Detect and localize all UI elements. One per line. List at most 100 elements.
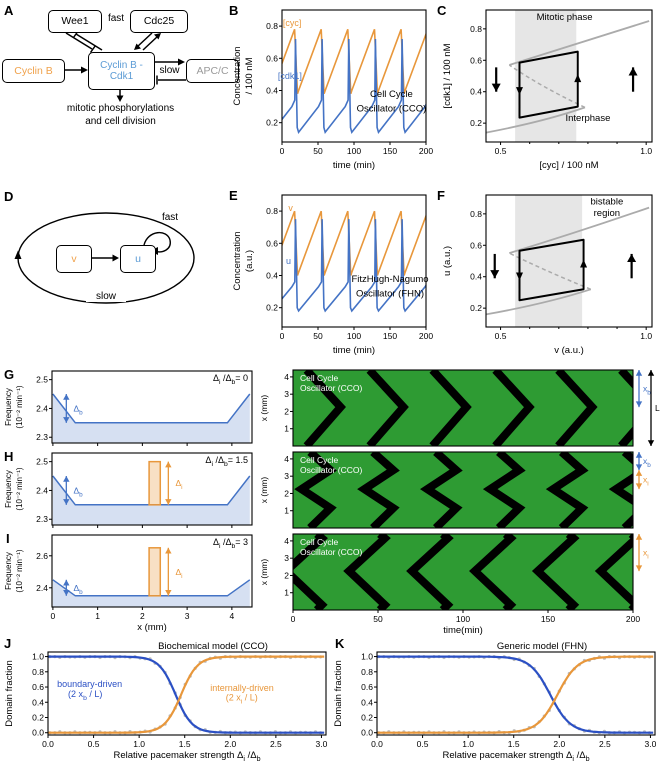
wave-band: [469, 534, 517, 610]
x-tick-label: 50: [313, 331, 323, 341]
y-tick-label: 2.5: [36, 375, 48, 385]
panel-letter-D: D: [4, 189, 14, 204]
series-curves: [282, 210, 426, 313]
y-tick-label: 0.8: [32, 667, 44, 677]
plot-frame: [485, 9, 653, 143]
y-tick-label: 2.4: [36, 485, 48, 495]
delta-b-label: Δb: [73, 403, 83, 416]
y-axis-label-line2: (10⁻² min⁻¹): [15, 385, 24, 428]
x-axis-label: x (mm): [137, 622, 167, 633]
delta-i-label: Δi: [175, 478, 182, 491]
loop-arrowhead: [14, 250, 22, 259]
y-tick-label: 0.2: [266, 118, 278, 128]
data-points-internally-driven: [377, 655, 652, 735]
panel-K-domain-fraction-chart: 0.0 0.5 1.0 1.5 2.0 2.5 3.0 0.0 0.2 0.4 0.6 0.8 1.0 G…: [333, 641, 657, 763]
x-axis-label: [cyc] / 100 nM: [539, 160, 598, 171]
bistable-region-label-line2: region: [594, 208, 620, 219]
x-tick-label: 0.5: [417, 739, 429, 749]
x-axis: [52, 443, 233, 446]
x-tick-label: 0.5: [495, 331, 507, 341]
pacemaker-ratio-label: Δi /Δb= 0: [213, 373, 248, 386]
wave-band: [294, 452, 337, 528]
x-axis: 0.5 1.0: [495, 327, 652, 341]
series-label: u: [286, 256, 291, 266]
x-axis-minor-ticks: [529, 327, 618, 329]
wave-band: [618, 370, 633, 446]
series-label: [cdk1]: [278, 71, 302, 81]
double-arrow: [165, 461, 172, 505]
arrowhead: [635, 565, 643, 572]
x-tick-label: 2.0: [224, 739, 236, 749]
plot-frame: [292, 451, 634, 529]
y-tick-label: 0.4: [266, 85, 278, 95]
wave-band: [293, 534, 328, 610]
cdc25-box: Cdc25: [130, 10, 188, 33]
loop-arrow-down: [515, 87, 523, 96]
y-axis: 1 2 3 4: [284, 454, 293, 516]
x-tick-label: 1.0: [133, 739, 145, 749]
network-output-caption: mitotic phosphorylations and cell divisi…: [30, 103, 211, 128]
plot-frame: [376, 651, 656, 736]
arrowhead: [635, 370, 643, 376]
y-axis-label: Domain fraction: [4, 660, 15, 727]
chart-title: Biochemical model (CCO): [158, 641, 268, 652]
y-tick-label: 3: [284, 471, 289, 481]
delta-i-label: Δi: [175, 567, 182, 580]
plot-frame: [51, 370, 253, 444]
arrowhead: [165, 547, 172, 554]
mitotic-wave-bands: [293, 534, 633, 610]
panel-D-arrows: [14, 212, 195, 304]
x-tick-label: 2.0: [553, 739, 565, 749]
y-axis-label: x (mm): [259, 395, 269, 422]
interphase-label: Interphase: [565, 113, 610, 124]
fast-label: fast: [107, 13, 125, 24]
extent-annotation-label: L: [655, 403, 660, 413]
kymograph-title-line1: Cell Cycle: [300, 537, 339, 547]
fast-label: fast: [161, 212, 179, 223]
y-axis: 0.0 0.2 0.4 0.6 0.8 1.0: [32, 652, 48, 738]
arrowhead: [635, 401, 643, 408]
y-tick-label: 0.4: [32, 697, 44, 707]
arrowhead: [165, 499, 172, 505]
y-tick-label: 2.3: [36, 432, 48, 442]
y-tick-label: 4: [284, 372, 289, 382]
boundary-profile-fill: [52, 394, 250, 443]
fast-self-loop: [143, 232, 171, 253]
cyclinb-cdk1-label-line2: Cdk1: [109, 71, 134, 82]
arrowhead: [63, 476, 70, 482]
arrowhead: [627, 253, 637, 263]
double-arrow: [165, 547, 172, 596]
x-tick-label: 3.0: [316, 739, 328, 749]
kymograph-title-line1: Cell Cycle: [300, 455, 339, 465]
plot-frame: [51, 534, 253, 608]
y-tick-label: 1.0: [361, 652, 373, 662]
y-axis-label-line2: / 100 nM: [244, 57, 255, 94]
cyclinb-box: Cyclin B: [2, 59, 65, 83]
wave-band: [366, 370, 409, 446]
x-tick-label: 3.0: [645, 739, 657, 749]
y-tick-label: 0.2: [32, 712, 44, 722]
y-tick-label: 0.6: [266, 53, 278, 63]
x-tick-label: 4: [229, 611, 234, 621]
x-tick-label: 1.0: [640, 146, 652, 156]
arrowhead: [635, 483, 643, 490]
y-tick-label: 0.2: [470, 118, 482, 128]
y-axis-label-line1: Concentration: [232, 46, 243, 105]
y-tick-label: 2: [284, 406, 289, 416]
panel-letter-I: I: [6, 531, 10, 546]
drift-arrow: [490, 253, 500, 279]
y-tick-label: 1: [284, 588, 289, 598]
y-tick-label: 0.8: [470, 209, 482, 219]
boundary-profile-fill: [52, 579, 250, 607]
slow-label: slow: [159, 65, 180, 76]
curve-u: [282, 219, 426, 313]
y-axis-label-line2: (10⁻² min⁻¹): [15, 549, 24, 592]
panel-letter-C: C: [437, 3, 447, 18]
panel-letter-B: B: [229, 3, 239, 18]
y-axis: 1 2 3 4: [284, 372, 293, 434]
panel-H-frequency-profile: Δi Δb Δi /Δb= 1.5 2.3 2.4 2.5 Frequency (10⁻² m…: [4, 452, 253, 528]
x-axis: 0 50 100 150 200: [280, 327, 433, 341]
x-tick-label: 100: [347, 331, 361, 341]
arrowhead: [635, 452, 643, 458]
